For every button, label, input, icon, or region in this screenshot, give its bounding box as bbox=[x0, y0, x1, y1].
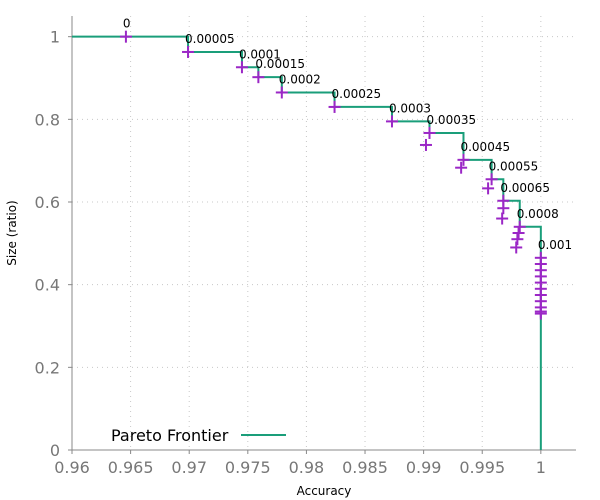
pareto-frontier-line bbox=[72, 35, 542, 450]
data-point bbox=[119, 30, 132, 43]
legend-label: Pareto Frontier bbox=[111, 426, 229, 445]
y-tick-label: 1 bbox=[50, 28, 60, 47]
data-point bbox=[512, 227, 525, 239]
annotation-label: 0.00015 bbox=[255, 57, 305, 71]
data-point bbox=[497, 202, 510, 215]
x-tick-label: 0.97 bbox=[171, 458, 207, 477]
data-point bbox=[485, 173, 498, 186]
x-tick-label: 0.985 bbox=[342, 458, 388, 477]
y-tick-label: 0.4 bbox=[35, 276, 60, 295]
data-point bbox=[455, 161, 468, 174]
data-point bbox=[275, 86, 288, 99]
annotation-label: 0.00065 bbox=[500, 181, 550, 195]
annotation-label: 0.00035 bbox=[426, 113, 476, 127]
data-point bbox=[482, 182, 495, 195]
data-point bbox=[182, 45, 195, 58]
x-tick-label: 0.98 bbox=[289, 458, 325, 477]
y-tick-label: 0.8 bbox=[35, 110, 60, 129]
data-point bbox=[385, 115, 398, 128]
x-tick-label: 0.96 bbox=[54, 458, 90, 477]
tick-labels: 0.96 0.965 0.97 0.975 0.98 0.985 0.99 0.995 1 0 0.… bbox=[35, 28, 546, 477]
x-axis-title: Accuracy bbox=[297, 484, 352, 498]
y-tick-label: 0.2 bbox=[35, 358, 60, 377]
y-axis-title: Size (ratio) bbox=[5, 200, 19, 265]
data-points bbox=[119, 30, 547, 320]
data-point bbox=[423, 126, 436, 139]
data-point bbox=[419, 138, 432, 151]
data-point bbox=[235, 61, 248, 74]
data-point bbox=[513, 220, 526, 233]
data-point bbox=[496, 212, 509, 225]
x-tick-label: 0.975 bbox=[225, 458, 271, 477]
annotation-label: 0.0001 bbox=[239, 47, 281, 61]
y-tick-label: 0 bbox=[50, 441, 60, 460]
y-tick-label: 0.6 bbox=[35, 193, 60, 212]
axes bbox=[71, 16, 576, 451]
annotation-label: 0 bbox=[123, 17, 131, 31]
x-tick-label: 1 bbox=[536, 458, 546, 477]
annotation-label: 0.0002 bbox=[279, 72, 321, 86]
data-point bbox=[534, 307, 547, 320]
data-point bbox=[511, 233, 524, 246]
annotation-label: 0.00045 bbox=[460, 140, 510, 154]
annotation-label: 0.001 bbox=[538, 238, 572, 252]
x-tick-label: 0.99 bbox=[406, 458, 442, 477]
annotation-label: 0.00025 bbox=[332, 87, 382, 101]
grid bbox=[72, 16, 576, 450]
x-tick-label: 0.965 bbox=[108, 458, 154, 477]
x-tick-label: 0.995 bbox=[459, 458, 505, 477]
annotation-label: 0.0008 bbox=[517, 207, 559, 221]
legend: Pareto Frontier bbox=[111, 426, 286, 445]
annotation-label: 0.00005 bbox=[185, 32, 235, 46]
data-point bbox=[328, 100, 341, 113]
annotation-label: 0.00055 bbox=[489, 159, 539, 173]
series bbox=[72, 35, 542, 450]
data-point bbox=[252, 71, 265, 84]
annotation-label: 0.0003 bbox=[389, 101, 431, 115]
data-point bbox=[457, 153, 470, 166]
data-point bbox=[510, 241, 523, 254]
